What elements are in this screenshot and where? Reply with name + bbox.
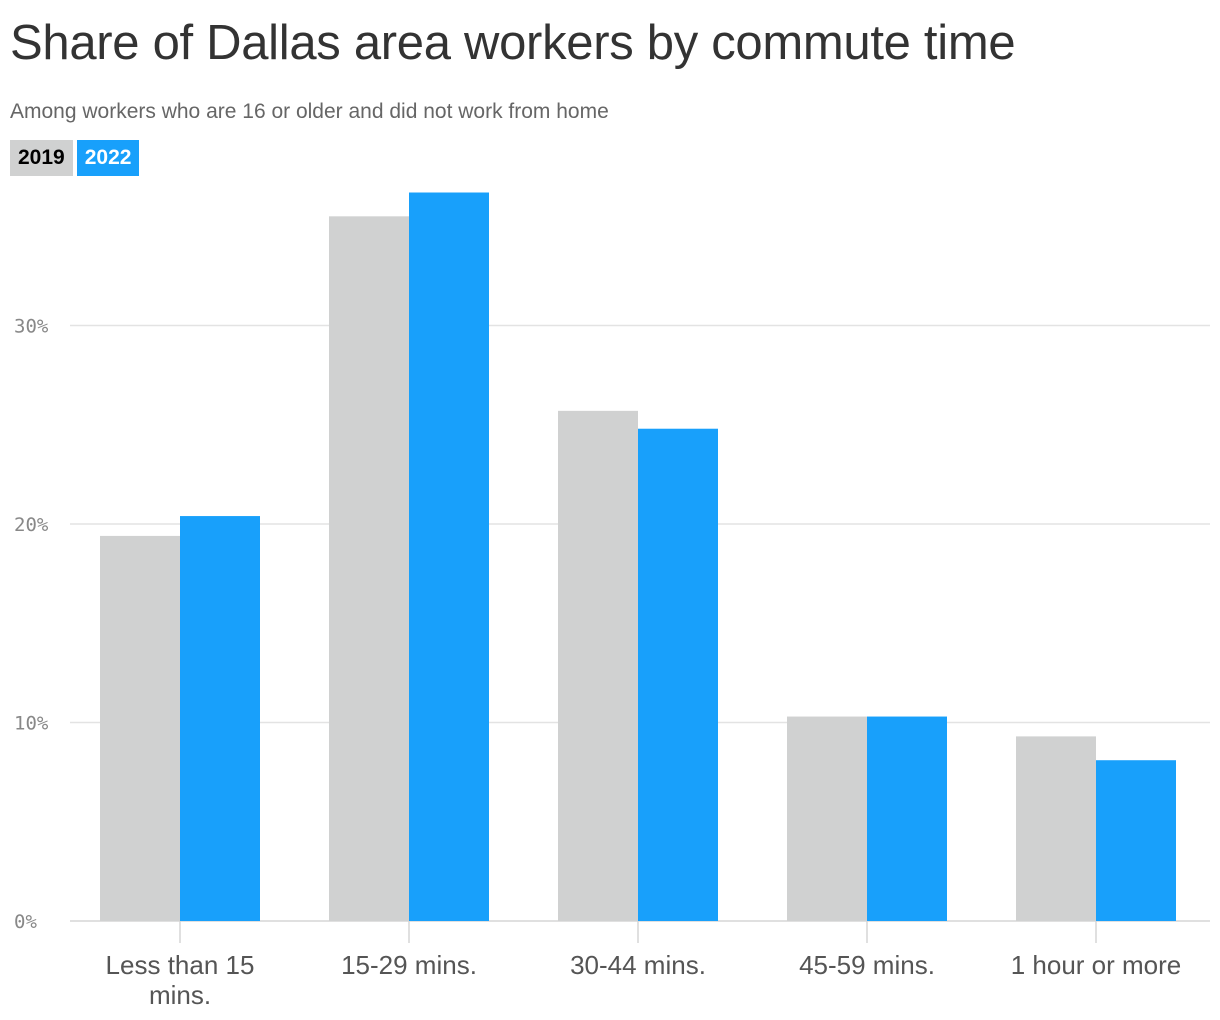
x-tick-label-2: 30-44 mins. xyxy=(570,950,706,980)
bar-2022-1 xyxy=(409,192,489,921)
chart-subtitle: Among workers who are 16 or older and di… xyxy=(10,100,609,123)
y-tick-label-0: 0% xyxy=(14,911,37,933)
legend: 2019 2022 xyxy=(10,140,140,176)
chart-title: Share of Dallas area workers by commute … xyxy=(10,16,1016,70)
bar-2019-1 xyxy=(329,216,409,921)
bar-2019-3 xyxy=(787,716,867,921)
bar-2022-0 xyxy=(180,516,260,921)
bars xyxy=(100,192,1176,921)
y-tick-label-10: 10% xyxy=(14,713,49,735)
x-tick-label-1: 15-29 mins. xyxy=(341,950,477,980)
y-tick-label-20: 20% xyxy=(14,514,49,536)
legend-item-2022: 2022 xyxy=(76,140,140,176)
bar-2019-0 xyxy=(100,535,180,921)
x-tick-label-4: 1 hour or more xyxy=(1011,950,1182,980)
axis-labels: 0% 10% 20% 30% Less than 15 mins. 15-29 mins. 3… xyxy=(14,316,1181,1011)
bar-2022-4 xyxy=(1096,760,1176,921)
bar-2019-4 xyxy=(1016,736,1096,921)
bar-2022-2 xyxy=(638,428,718,921)
legend-item-2019: 2019 xyxy=(10,140,73,176)
bar-2019-2 xyxy=(558,410,638,921)
x-tick-label-3: 45-59 mins. xyxy=(799,950,935,980)
y-tick-label-30: 30% xyxy=(14,316,49,338)
bar-2022-3 xyxy=(867,716,947,921)
x-axis xyxy=(179,921,1097,943)
x-tick-label-0: Less than 15 mins. xyxy=(106,950,255,1010)
